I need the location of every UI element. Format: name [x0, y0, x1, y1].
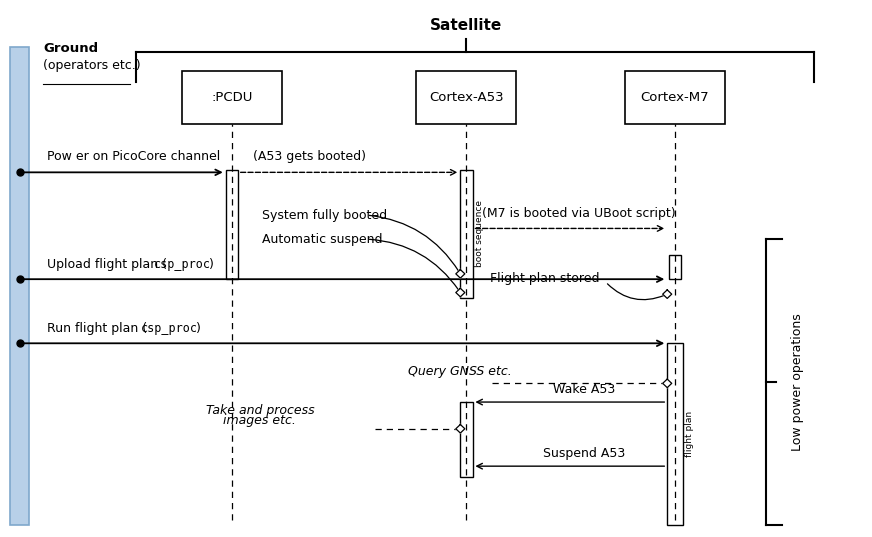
Text: :PCDU: :PCDU: [211, 91, 252, 104]
Text: (operators etc.): (operators etc.): [43, 59, 140, 72]
Bar: [10, 47, 29, 525]
Text: Flight plan stored: Flight plan stored: [490, 272, 599, 285]
Bar: [417, 71, 516, 124]
Bar: [667, 343, 683, 525]
Bar: [669, 255, 681, 279]
Polygon shape: [663, 379, 671, 388]
Text: Run flight plan (: Run flight plan (: [46, 322, 146, 335]
Bar: [460, 402, 473, 477]
Text: boot sequence: boot sequence: [475, 200, 484, 267]
Text: (M7 is booted via UBoot script): (M7 is booted via UBoot script): [482, 207, 676, 220]
Polygon shape: [456, 288, 465, 297]
Text: images etc.: images etc.: [223, 414, 296, 427]
Text: Satellite: Satellite: [430, 18, 502, 33]
Polygon shape: [663, 290, 671, 299]
Text: System fully booted: System fully booted: [262, 208, 387, 222]
Text: Automatic suspend: Automatic suspend: [262, 233, 383, 245]
Text: flight plan: flight plan: [685, 411, 694, 457]
Bar: [181, 71, 282, 124]
Polygon shape: [456, 424, 465, 433]
Text: Take and process: Take and process: [206, 404, 314, 417]
Text: Pow er on PicoCore channel: Pow er on PicoCore channel: [46, 150, 220, 163]
Text: Cortex-A53: Cortex-A53: [429, 91, 504, 104]
Text: csp_proc: csp_proc: [140, 322, 197, 335]
Text: ): ): [196, 322, 201, 335]
Text: Wake A53: Wake A53: [553, 383, 615, 396]
Bar: [460, 170, 473, 298]
Text: Suspend A53: Suspend A53: [542, 447, 625, 460]
Text: csp_proc: csp_proc: [153, 258, 210, 271]
Bar: [625, 71, 725, 124]
Text: Low power operations: Low power operations: [791, 313, 804, 451]
Bar: [226, 170, 238, 279]
Polygon shape: [456, 270, 465, 278]
Text: Upload flight plan (: Upload flight plan (: [46, 258, 167, 271]
Text: (A53 gets booted): (A53 gets booted): [254, 150, 366, 163]
Text: Cortex-M7: Cortex-M7: [641, 91, 709, 104]
Text: ): ): [209, 258, 214, 271]
Text: Ground: Ground: [43, 42, 99, 55]
Text: Query GNSS etc.: Query GNSS etc.: [408, 365, 512, 378]
